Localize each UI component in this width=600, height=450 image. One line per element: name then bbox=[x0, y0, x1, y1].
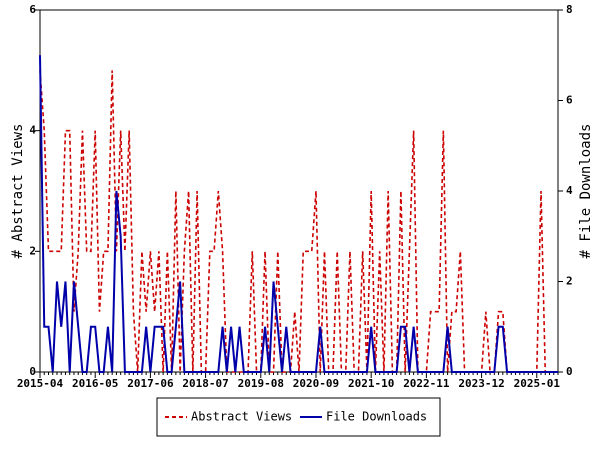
plot-frame bbox=[39, 9, 559, 373]
x-tick-label: 2015-04 bbox=[17, 377, 64, 390]
y2-tick-label: 0 bbox=[566, 365, 573, 378]
y-tick-label: 4 bbox=[29, 124, 36, 137]
y2-tick-label: 6 bbox=[566, 94, 573, 107]
y2-tick-label: 4 bbox=[566, 184, 573, 197]
x-tick-label: 2016-05 bbox=[72, 377, 118, 390]
x-tick-label: 2021-10 bbox=[348, 377, 394, 390]
x-tick-label: 2020-09 bbox=[293, 377, 339, 390]
x-tick-label: 2018-07 bbox=[182, 377, 228, 390]
y-axis-label: # Abstract Views bbox=[10, 124, 26, 259]
y-tick-label: 6 bbox=[29, 3, 36, 16]
y2-tick-label: 8 bbox=[566, 3, 573, 16]
legend-box bbox=[156, 397, 441, 437]
y-tick-label: 2 bbox=[29, 244, 36, 257]
legend-label: File Downloads bbox=[326, 410, 427, 424]
line-series bbox=[39, 55, 558, 373]
x-tick-label: 2019-08 bbox=[238, 377, 284, 390]
y2-axis-label: # File Downloads bbox=[578, 124, 594, 259]
y-tick-label: 0 bbox=[29, 365, 36, 378]
line-series bbox=[39, 70, 558, 373]
x-tick-label: 2023-12 bbox=[458, 377, 504, 390]
x-tick-label: 2017-06 bbox=[127, 377, 174, 390]
x-tick-label: 2022-11 bbox=[403, 377, 450, 390]
x-tick-label: 2025-01 bbox=[514, 377, 561, 390]
legend-label: Abstract Views bbox=[191, 410, 292, 424]
y2-tick-label: 2 bbox=[566, 275, 573, 288]
